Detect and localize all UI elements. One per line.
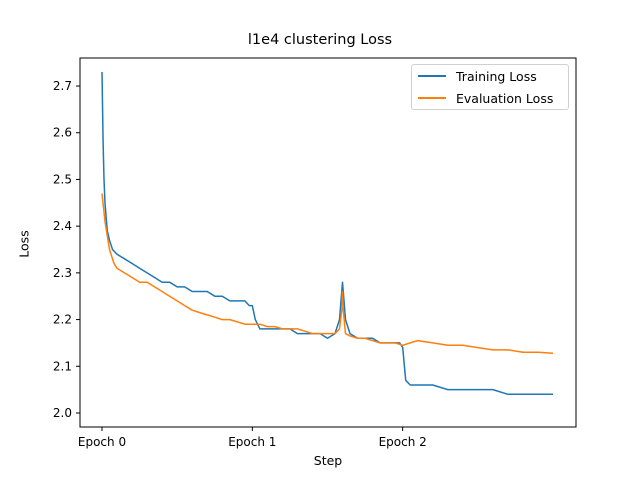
- y-tick-label: 2.1: [53, 359, 72, 373]
- y-tick-label: 2.4: [53, 219, 72, 233]
- x-tick-label: Epoch 1: [228, 435, 276, 449]
- plot-area: [79, 57, 577, 428]
- y-tick-label: 2.7: [53, 79, 72, 93]
- y-tick-label: 2.2: [53, 313, 72, 327]
- y-tick-label: 2.5: [53, 172, 72, 186]
- y-axis-label: Loss: [16, 230, 32, 258]
- x-tick-layer: Epoch 0 Epoch 1 Epoch 2: [78, 427, 427, 449]
- x-tick-label: Epoch 2: [379, 435, 427, 449]
- legend-swatch-evaluation-loss: [418, 97, 446, 99]
- legend-swatch-training-loss: [418, 75, 446, 77]
- y-tick-label: 2.3: [53, 266, 72, 280]
- series-layer: [101, 71, 554, 396]
- series-line-training-loss: [101, 71, 553, 396]
- y-tick-label: 2.0: [53, 406, 72, 420]
- x-axis-label: Step: [313, 453, 343, 468]
- legend-item-training-loss: Training Loss: [418, 67, 537, 85]
- series-line-evaluation-loss: [101, 193, 554, 354]
- y-tick-layer: 2.0 2.1 2.2 2.3 2.4 2.5 2.6 2.7: [53, 79, 80, 420]
- x-tick-label: Epoch 0: [78, 435, 126, 449]
- legend-item-evaluation-loss: Evaluation Loss: [418, 89, 553, 107]
- chart-title: l1e4 clustering Loss: [247, 32, 393, 48]
- legend-label-evaluation-loss: Evaluation Loss: [456, 90, 554, 106]
- legend-label-training-loss: Training Loss: [456, 68, 537, 84]
- legend: Training Loss Evaluation Loss: [411, 64, 569, 110]
- y-tick-label: 2.6: [53, 126, 72, 140]
